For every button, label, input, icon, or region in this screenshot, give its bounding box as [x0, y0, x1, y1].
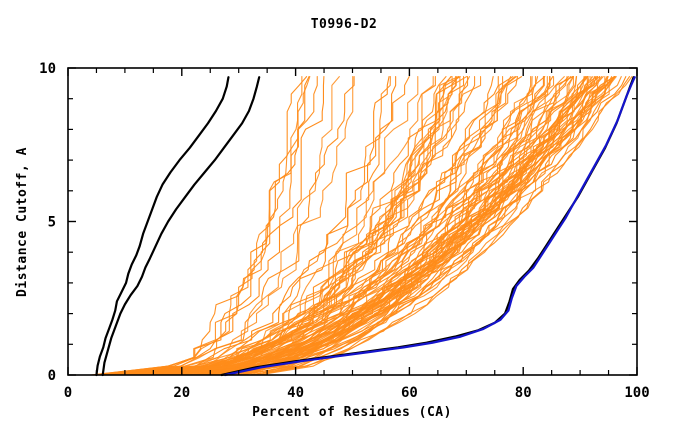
prediction-curve	[109, 76, 461, 376]
prediction-curve	[224, 76, 608, 376]
x-tick-label: 100	[624, 385, 649, 401]
prediction-curve	[194, 76, 590, 376]
prediction-curve	[113, 76, 410, 376]
prediction-curve	[237, 76, 616, 376]
prediction-curve	[131, 76, 523, 376]
prediction-curve	[212, 76, 585, 376]
prediction-curve	[102, 76, 355, 376]
prediction-curve	[212, 76, 617, 376]
prediction-curve	[119, 76, 476, 376]
prediction-curve	[144, 76, 537, 376]
prediction-curve	[257, 76, 633, 376]
prediction-curve	[106, 76, 354, 376]
prediction-curve	[111, 76, 453, 376]
y-tick-label: 5	[48, 215, 56, 231]
prediction-curve	[102, 76, 318, 376]
prediction-curve	[229, 76, 596, 376]
prediction-curve	[150, 76, 546, 376]
prediction-curve	[119, 76, 397, 376]
prediction-curve	[89, 76, 308, 376]
x-tick-label: 40	[287, 385, 304, 401]
page-title: T0996-D2	[311, 17, 378, 32]
prediction-curve	[248, 76, 631, 376]
y-axis-ticks	[68, 67, 637, 376]
x-tick-label: 80	[515, 385, 532, 401]
prediction-curve	[94, 76, 390, 376]
prediction-curves-group	[89, 76, 633, 376]
prediction-curve	[199, 76, 589, 376]
x-axis-label: Percent of Residues (CA)	[252, 405, 452, 420]
prediction-curve	[120, 76, 482, 376]
prediction-curve	[110, 76, 310, 376]
prediction-curve	[128, 76, 517, 376]
prediction-curve	[195, 76, 578, 376]
prediction-curve	[109, 76, 311, 376]
prediction-curve	[93, 76, 303, 376]
reference-curves-group	[95, 76, 636, 377]
x-tick-label: 60	[401, 385, 418, 401]
prediction-curve	[225, 76, 601, 376]
prediction-curve	[108, 76, 447, 376]
reference-curve	[95, 76, 230, 377]
x-axis-ticks	[67, 68, 638, 375]
x-tick-label: 0	[64, 385, 72, 401]
x-tick-label: 20	[173, 385, 190, 401]
prediction-curve	[143, 76, 532, 376]
prediction-curve	[119, 76, 461, 376]
x-axis-tick-labels: 0 20 40 60 80 100	[64, 385, 650, 401]
prediction-curve	[128, 76, 514, 376]
reference-curve	[101, 76, 261, 377]
y-tick-label: 0	[48, 368, 56, 384]
reference-curve	[223, 76, 636, 377]
prediction-curve	[202, 76, 588, 376]
y-axis-label: Distance Cutoff, A	[15, 147, 30, 297]
y-axis-tick-labels: 0 5 10	[39, 61, 56, 384]
y-tick-label: 10	[39, 61, 56, 77]
